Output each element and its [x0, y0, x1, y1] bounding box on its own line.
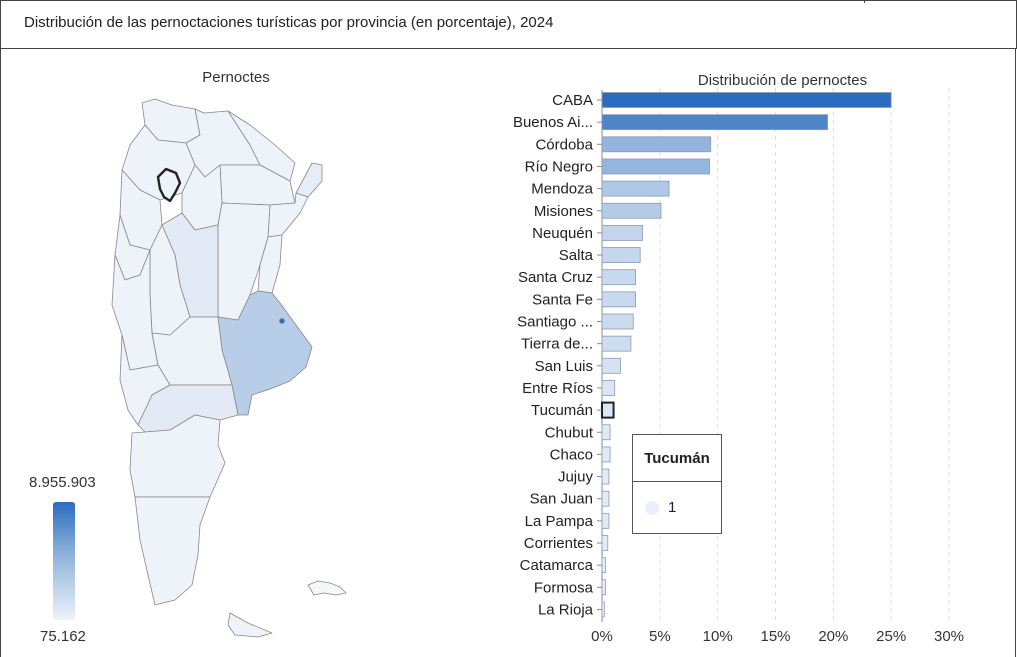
category-label: Misiones	[534, 203, 593, 220]
province-tierra-del-fuego[interactable]	[227, 612, 273, 638]
bar[interactable]	[601, 557, 606, 574]
category-label: Chubut	[545, 424, 594, 441]
category-label: San Juan	[530, 491, 593, 508]
province-santa-cruz[interactable]	[134, 496, 211, 606]
province-chubut[interactable]	[129, 414, 226, 498]
legend-max-label: 8.955.903	[29, 474, 96, 491]
bar[interactable]	[601, 401, 615, 419]
tooltip-swatch	[645, 500, 659, 515]
category-label: San Luis	[535, 358, 593, 375]
bar[interactable]	[601, 335, 632, 352]
bar[interactable]	[601, 269, 636, 286]
bar[interactable]	[601, 136, 712, 153]
legend-min-label: 75.162	[40, 628, 86, 645]
frame-left	[0, 49, 1, 657]
category-label: Entre Ríos	[522, 380, 593, 397]
category-label: Santa Fe	[532, 291, 593, 308]
bar[interactable]	[601, 313, 634, 330]
category-label: Mendoza	[531, 181, 593, 198]
bar[interactable]	[601, 535, 609, 551]
category-label: Santiago ...	[517, 314, 593, 331]
chart-bars	[601, 92, 892, 618]
category-label: Chaco	[550, 446, 593, 463]
page-title: Distribución de las pernoctaciones turís…	[24, 14, 554, 31]
bar[interactable]	[601, 380, 616, 396]
category-label: La Rioja	[538, 601, 594, 618]
category-label: Formosa	[534, 579, 594, 596]
tooltip-row: 1	[645, 499, 676, 516]
bar[interactable]	[601, 490, 610, 507]
category-label: Jujuy	[558, 469, 594, 486]
x-tick-label: 15%	[760, 628, 790, 645]
bar[interactable]	[601, 247, 641, 263]
category-label: Río Negro	[525, 158, 593, 175]
category-label: Tierra de...	[521, 336, 593, 353]
bar[interactable]	[601, 202, 662, 219]
x-tick-label: 25%	[876, 628, 906, 645]
province-caba[interactable]	[279, 318, 285, 324]
top-border	[0, 0, 1017, 1]
bar[interactable]	[601, 114, 828, 131]
category-label: Tucumán	[531, 402, 593, 419]
bar[interactable]	[601, 180, 670, 197]
category-label: Santa Cruz	[518, 269, 593, 286]
x-tick-label: 5%	[649, 628, 671, 645]
chart-category-labels: CABA Buenos Ai... Córdoba Río Negro Mendoza M…	[513, 92, 602, 618]
category-label: Buenos Ai...	[513, 114, 593, 131]
bar[interactable]	[601, 446, 611, 463]
province-tucuman[interactable]	[156, 167, 182, 203]
chart-grid	[601, 88, 950, 622]
chart-x-ticks: 0% 5% 10% 15% 20% 25% 30%	[591, 628, 964, 645]
bar[interactable]	[601, 291, 636, 308]
top-border-tick	[864, 0, 865, 3]
bar[interactable]	[601, 158, 710, 175]
islands-malvinas	[307, 580, 347, 596]
category-label: CABA	[552, 92, 593, 109]
category-label: Catamarca	[520, 557, 594, 574]
x-tick-label: 30%	[934, 628, 964, 645]
bar[interactable]	[601, 424, 611, 441]
tooltip-value: 1	[668, 499, 677, 516]
x-tick-label: 0%	[591, 628, 613, 645]
bar[interactable]	[601, 92, 892, 108]
category-label: Córdoba	[535, 136, 593, 153]
bar[interactable]	[601, 601, 605, 618]
category-label: Neuquén	[532, 225, 593, 242]
tooltip: Tucumán 1	[632, 434, 722, 534]
bar[interactable]	[601, 468, 610, 485]
x-tick-label: 10%	[703, 628, 733, 645]
province-formosa[interactable]	[227, 110, 296, 182]
category-label: Corrientes	[524, 535, 593, 552]
legend-color-ramp	[53, 502, 75, 620]
frame-right	[1015, 49, 1016, 657]
bar[interactable]	[601, 579, 606, 596]
map-title: Pernoctes	[202, 69, 270, 86]
bar[interactable]	[601, 224, 643, 241]
bar[interactable]	[601, 512, 610, 529]
argentina-map[interactable]	[100, 85, 350, 645]
chart-title: Distribución de pernoctes	[697, 72, 868, 89]
category-label: La Pampa	[525, 513, 594, 530]
tooltip-title: Tucumán	[633, 435, 721, 482]
bar[interactable]	[601, 357, 621, 374]
category-label: Salta	[559, 247, 594, 264]
x-tick-label: 20%	[818, 628, 848, 645]
